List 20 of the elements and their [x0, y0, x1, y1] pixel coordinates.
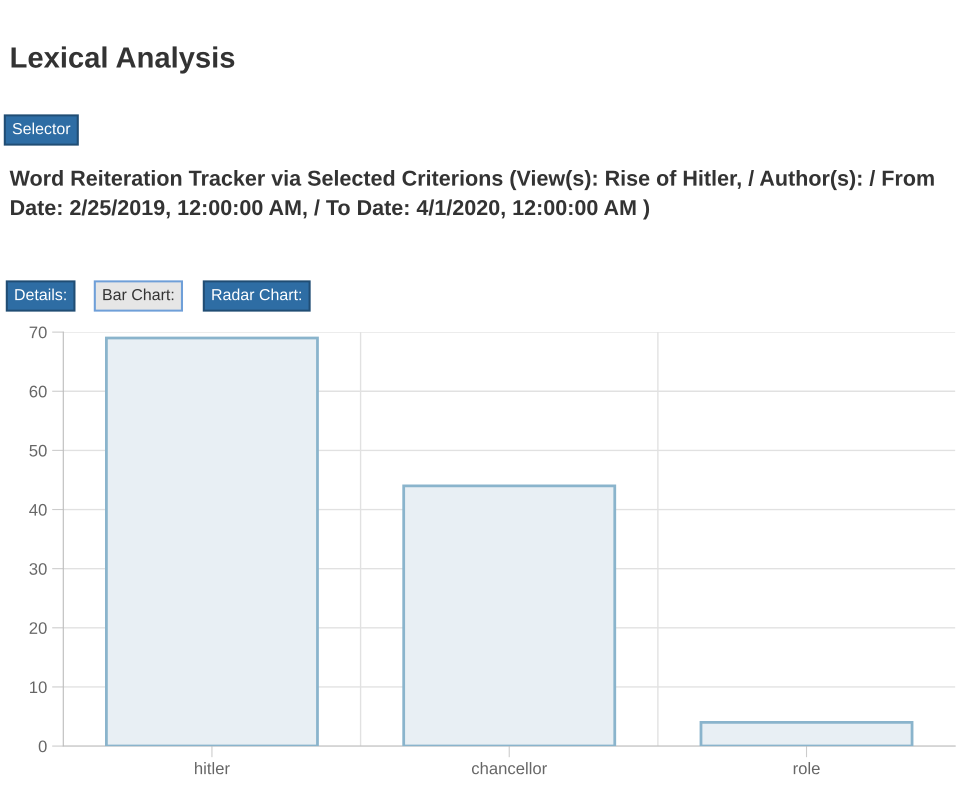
- text: Bar Chart:: [103, 288, 174, 300]
- y-tick-label: 60: [30, 386, 47, 398]
- y-tick-label: 30: [29, 563, 47, 575]
- chart-subtitle: Word Reiteration Tracker via Selected Criterions (View(s): Rise of Hitler, / Author(s): / From Date: 2/25/2019, 12:00:00 AM, / To Date: 4/1/2020, 12:00:00 AM ): [10, 170, 934, 220]
- chart-title: Lexical Analysis: [12, 46, 234, 74]
- text: Selector: [12, 122, 70, 134]
- y-tick-label: 10: [30, 681, 47, 694]
- x-tick-label: role: [794, 762, 820, 774]
- text: Radar Chart:: [212, 288, 301, 300]
- y-tick-label: 50: [29, 444, 47, 457]
- bar: [105, 336, 319, 746]
- bar: [700, 721, 914, 746]
- y-tick-label: 0: [38, 740, 47, 752]
- y-tick-label: 70: [30, 326, 47, 338]
- bar: [402, 484, 616, 746]
- y-tick-label: 20: [30, 622, 47, 634]
- x-tick-label: chancellor: [472, 762, 547, 774]
- y-tick-label: 40: [29, 504, 47, 516]
- text: Details:: [15, 288, 66, 300]
- x-tick-label: hitler: [195, 762, 230, 774]
